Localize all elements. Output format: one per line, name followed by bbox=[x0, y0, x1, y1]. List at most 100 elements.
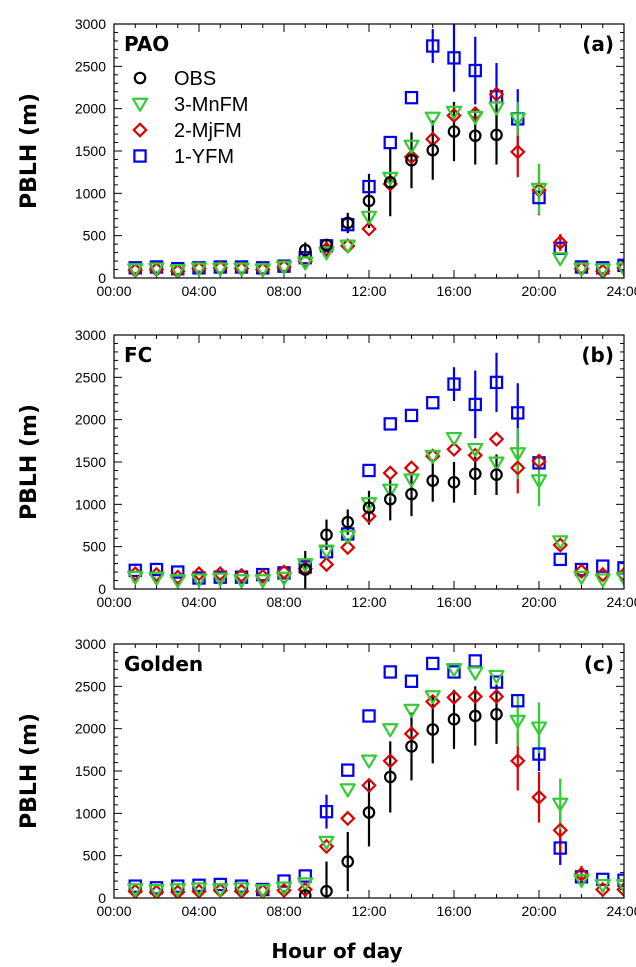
point-3-mnfm bbox=[233, 574, 250, 589]
y-tick-label: 2000 bbox=[75, 101, 106, 117]
panel-label: (a) bbox=[582, 32, 614, 56]
point-1-yfm bbox=[149, 562, 164, 577]
point-3-mnfm bbox=[339, 530, 356, 545]
point-3-mnfm bbox=[360, 754, 378, 769]
y-tick-label: 1500 bbox=[75, 143, 106, 159]
point-1-yfm bbox=[426, 656, 440, 671]
point-2-mjfm bbox=[339, 539, 356, 556]
point-2-mjfm bbox=[318, 556, 335, 573]
legend-marker-3-mnfm bbox=[131, 97, 149, 112]
point-2-mjfm bbox=[509, 144, 526, 160]
point-2-mjfm bbox=[467, 447, 484, 463]
point-obs bbox=[447, 476, 461, 489]
point-obs bbox=[341, 855, 355, 868]
point-3-mnfm bbox=[615, 571, 624, 586]
point-3-mnfm bbox=[318, 246, 335, 261]
point-3-mnfm bbox=[552, 252, 569, 267]
point-2-mjfm bbox=[297, 881, 314, 898]
point-3-mnfm bbox=[509, 112, 526, 127]
panel-label: (c) bbox=[584, 652, 614, 676]
y-tick-label: 500 bbox=[83, 539, 107, 555]
point-3-mnfm bbox=[275, 881, 293, 896]
point-2-mjfm bbox=[594, 566, 611, 583]
point-3-mnfm bbox=[233, 882, 250, 897]
point-3-mnfm bbox=[339, 239, 356, 254]
x-tick-label: 24:00 bbox=[606, 594, 636, 610]
point-3-mnfm bbox=[467, 110, 484, 125]
plot-frame bbox=[113, 23, 625, 279]
point-1-yfm bbox=[362, 463, 376, 478]
point-3-mnfm bbox=[530, 721, 548, 736]
x-tick-label: 04:00 bbox=[181, 903, 216, 919]
y-axis-label: PBLH (m) bbox=[17, 93, 42, 209]
point-3-mnfm bbox=[169, 883, 186, 898]
x-axis-label: Hour of day bbox=[271, 939, 402, 963]
legend-label-1-yfm: 1-YFM bbox=[174, 146, 234, 168]
point-3-mnfm bbox=[403, 473, 420, 488]
point-3-mnfm bbox=[148, 884, 165, 898]
point-3-mnfm bbox=[552, 797, 569, 812]
legend-label-obs: OBS bbox=[174, 68, 216, 90]
x-tick-label: 00:00 bbox=[96, 903, 131, 919]
point-1-yfm bbox=[426, 396, 440, 410]
x-tick-label: 16:00 bbox=[436, 594, 471, 610]
point-1-yfm bbox=[128, 563, 142, 578]
legend-label-2-mjfm: 2-MjFM bbox=[174, 120, 242, 142]
point-3-mnfm bbox=[552, 535, 569, 550]
point-2-mjfm bbox=[424, 693, 441, 710]
x-tick-label: 20:00 bbox=[521, 283, 556, 299]
point-3-mnfm bbox=[127, 263, 144, 278]
point-3-mnfm bbox=[594, 878, 611, 894]
point-1-yfm bbox=[511, 406, 525, 420]
x-tick-label: 04:00 bbox=[181, 594, 216, 610]
point-obs bbox=[426, 723, 440, 736]
y-tick-label: 3000 bbox=[75, 327, 106, 343]
y-tick-label: 2500 bbox=[75, 678, 106, 694]
point-2-mjfm bbox=[446, 441, 462, 458]
point-1-yfm bbox=[468, 397, 482, 412]
point-2-mjfm bbox=[361, 221, 377, 237]
point-1-yfm bbox=[532, 190, 546, 205]
y-tick-label: 500 bbox=[83, 848, 107, 864]
y-tick-label: 1500 bbox=[75, 454, 106, 470]
point-1-yfm bbox=[171, 565, 185, 579]
x-tick-label: 16:00 bbox=[436, 283, 471, 299]
point-1-yfm bbox=[532, 747, 546, 761]
point-3-mnfm bbox=[424, 111, 441, 126]
point-obs bbox=[298, 243, 312, 257]
point-2-mjfm bbox=[403, 149, 420, 165]
data-layer bbox=[127, 24, 624, 278]
point-obs bbox=[468, 709, 482, 723]
point-2-mjfm bbox=[361, 508, 377, 524]
point-2-mjfm bbox=[573, 866, 590, 883]
point-3-mnfm bbox=[169, 574, 186, 589]
point-2-mjfm bbox=[616, 260, 624, 276]
x-tick-label: 24:00 bbox=[606, 903, 636, 919]
point-obs bbox=[426, 143, 440, 157]
point-2-mjfm bbox=[509, 460, 526, 476]
point-2-mjfm bbox=[318, 838, 335, 855]
point-1-yfm bbox=[319, 804, 334, 819]
point-3-mnfm bbox=[254, 884, 271, 898]
point-obs bbox=[405, 740, 418, 753]
point-1-yfm bbox=[404, 90, 419, 105]
point-3-mnfm bbox=[190, 573, 208, 588]
panel-fc: 00:00 04:00 08:00 12:00 16:00 20:00 24:00 0 500 1… bbox=[17, 327, 636, 610]
x-tick-label: 08:00 bbox=[266, 594, 301, 610]
y-tick-label: 500 bbox=[83, 228, 107, 244]
point-1-yfm bbox=[447, 51, 461, 65]
point-3-mnfm bbox=[424, 690, 441, 705]
point-1-yfm bbox=[298, 869, 312, 883]
x-tick-label: 20:00 bbox=[521, 594, 556, 610]
point-2-mjfm bbox=[552, 822, 569, 839]
point-1-yfm bbox=[468, 654, 482, 668]
y-tick-label: 3000 bbox=[75, 16, 106, 32]
point-3-mnfm bbox=[297, 877, 314, 892]
point-obs bbox=[468, 467, 482, 481]
point-1-yfm bbox=[404, 674, 419, 688]
point-2-mjfm bbox=[361, 777, 377, 794]
point-3-mnfm bbox=[127, 570, 144, 585]
point-obs bbox=[298, 563, 312, 576]
point-3-mnfm bbox=[190, 262, 208, 277]
